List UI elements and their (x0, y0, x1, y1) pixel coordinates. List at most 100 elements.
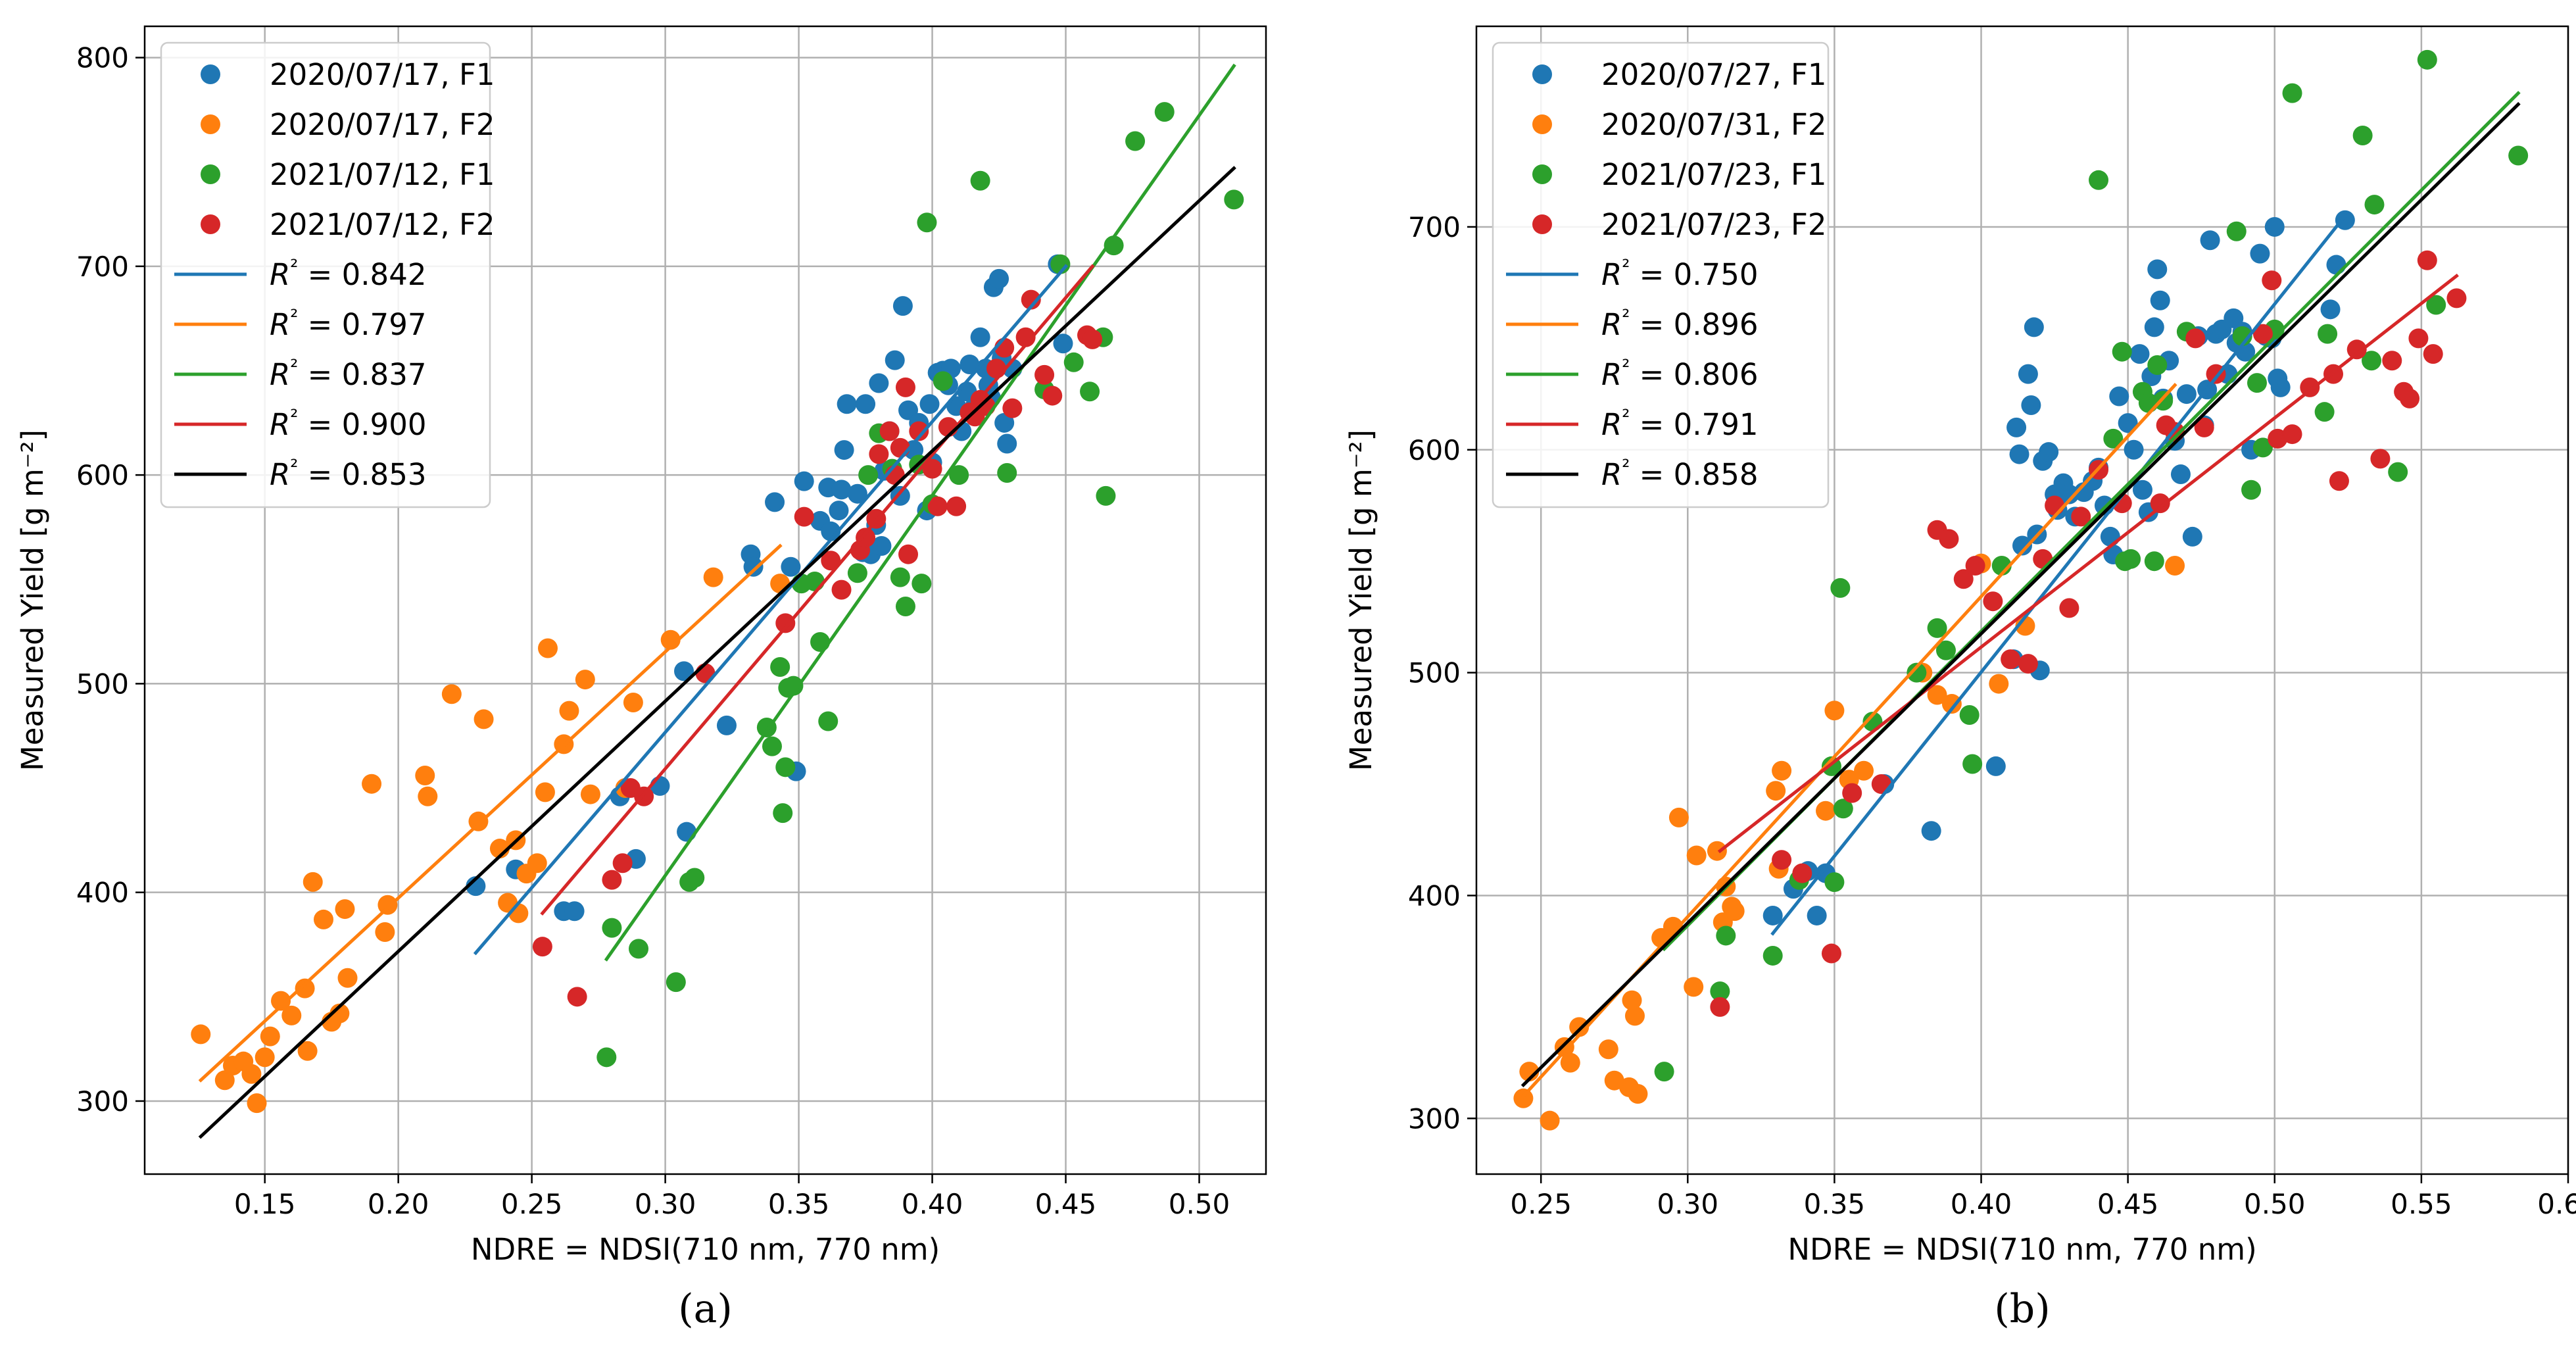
data-point (335, 899, 355, 920)
data-point (1766, 781, 1786, 801)
data-point (1042, 385, 1063, 406)
data-point (2326, 255, 2346, 275)
data-point (879, 421, 900, 441)
data-point (255, 1047, 275, 1068)
x-axis-label: NDRE = NDSI(710 nm, 770 nm) (1787, 1232, 2256, 1267)
y-tick-label: 300 (1408, 1102, 1461, 1135)
legend-label: 2021/07/23, F2 (1601, 207, 1827, 242)
data-point (2382, 351, 2402, 371)
y-tick-label: 800 (76, 42, 129, 74)
data-point (2320, 299, 2341, 320)
data-point (743, 556, 764, 577)
x-tick-label: 0.50 (2244, 1188, 2306, 1220)
data-point (575, 670, 595, 690)
data-point (1015, 327, 1036, 347)
data-point (2071, 506, 2091, 527)
data-point (1710, 981, 1730, 1002)
data-point (1965, 555, 1985, 576)
data-point (2408, 328, 2429, 349)
data-point (1598, 1039, 1618, 1060)
data-point (1842, 783, 1862, 803)
data-point (260, 1026, 280, 1047)
x-tick-label: 0.20 (368, 1188, 429, 1220)
data-point (1686, 845, 1707, 866)
data-point (596, 1047, 617, 1068)
data-point (2417, 49, 2437, 70)
data-point (2150, 493, 2170, 514)
data-point (2282, 424, 2302, 445)
data-point (564, 901, 585, 922)
data-point (1959, 705, 1980, 725)
data-point (794, 506, 814, 527)
data-point (871, 536, 892, 556)
data-point (1624, 1006, 1645, 1026)
data-point (890, 437, 910, 458)
data-point (2270, 377, 2291, 397)
fit-line-5 (198, 166, 1236, 1139)
data-point (2318, 324, 2338, 344)
data-point (1962, 754, 1983, 774)
x-tick-label: 0.60 (2537, 1188, 2576, 1220)
data-point (1983, 591, 2003, 612)
data-point (837, 394, 857, 414)
data-point (997, 462, 1017, 483)
data-point (1096, 485, 1116, 506)
legend: 2020/07/17, F1 2020/07/17, F2 2021/07/12, … (160, 41, 495, 508)
y-axis-label: Measured Yield [g m⁻²] (15, 430, 50, 771)
data-point (1762, 945, 1783, 966)
data-point (1053, 333, 1073, 354)
data-point (2144, 551, 2164, 572)
data-point (1628, 1084, 1648, 1104)
data-point (775, 613, 796, 633)
data-point (1935, 640, 1956, 660)
data-point (2121, 549, 2141, 569)
legend-label: R² = 0.853 (270, 456, 426, 493)
data-point (2185, 328, 2206, 349)
data-point (602, 918, 622, 938)
x-tick-label: 0.50 (1169, 1188, 1230, 1220)
data-point (1921, 821, 1941, 841)
data-point (1540, 1110, 1560, 1131)
data-point (2426, 295, 2446, 315)
fit-line-1 (1770, 213, 2348, 936)
data-point (2200, 230, 2220, 251)
data-point (794, 471, 814, 491)
data-point (2362, 351, 2382, 371)
data-point (1907, 662, 1927, 683)
data-point (1684, 977, 1704, 997)
data-point (1021, 289, 1041, 310)
data-point (898, 544, 919, 564)
data-point (911, 574, 932, 594)
data-point (674, 661, 694, 681)
data-point (1772, 850, 1792, 870)
fit-line-3 (604, 63, 1236, 962)
fit-line-2 (198, 543, 783, 1083)
data-point (1854, 760, 1874, 781)
data-point (580, 784, 600, 804)
legend-box (1492, 41, 1830, 508)
data-point (466, 876, 486, 897)
x-tick-label: 0.30 (635, 1188, 696, 1220)
panel-label: (b) (1994, 1286, 2050, 1332)
data-point (2147, 355, 2168, 376)
x-tick-label: 0.45 (1035, 1188, 1097, 1220)
data-point (994, 412, 1015, 433)
x-tick-label: 0.35 (1804, 1188, 1866, 1220)
data-point (1792, 863, 1812, 883)
data-point (532, 937, 552, 957)
fit-line-4 (540, 264, 1095, 916)
data-point (775, 757, 796, 777)
legend-marker (1532, 164, 1552, 184)
data-point (909, 421, 929, 441)
x-tick-label: 0.40 (1951, 1188, 2012, 1220)
y-tick-label: 600 (1408, 434, 1461, 466)
data-point (765, 492, 785, 512)
data-point (602, 870, 622, 890)
data-point (527, 853, 547, 874)
data-point (1622, 990, 1642, 1010)
data-point (834, 440, 854, 460)
x-tick-label: 0.30 (1657, 1188, 1719, 1220)
data-point (997, 433, 1017, 454)
data-point (1824, 872, 1845, 893)
data-point (831, 579, 852, 600)
